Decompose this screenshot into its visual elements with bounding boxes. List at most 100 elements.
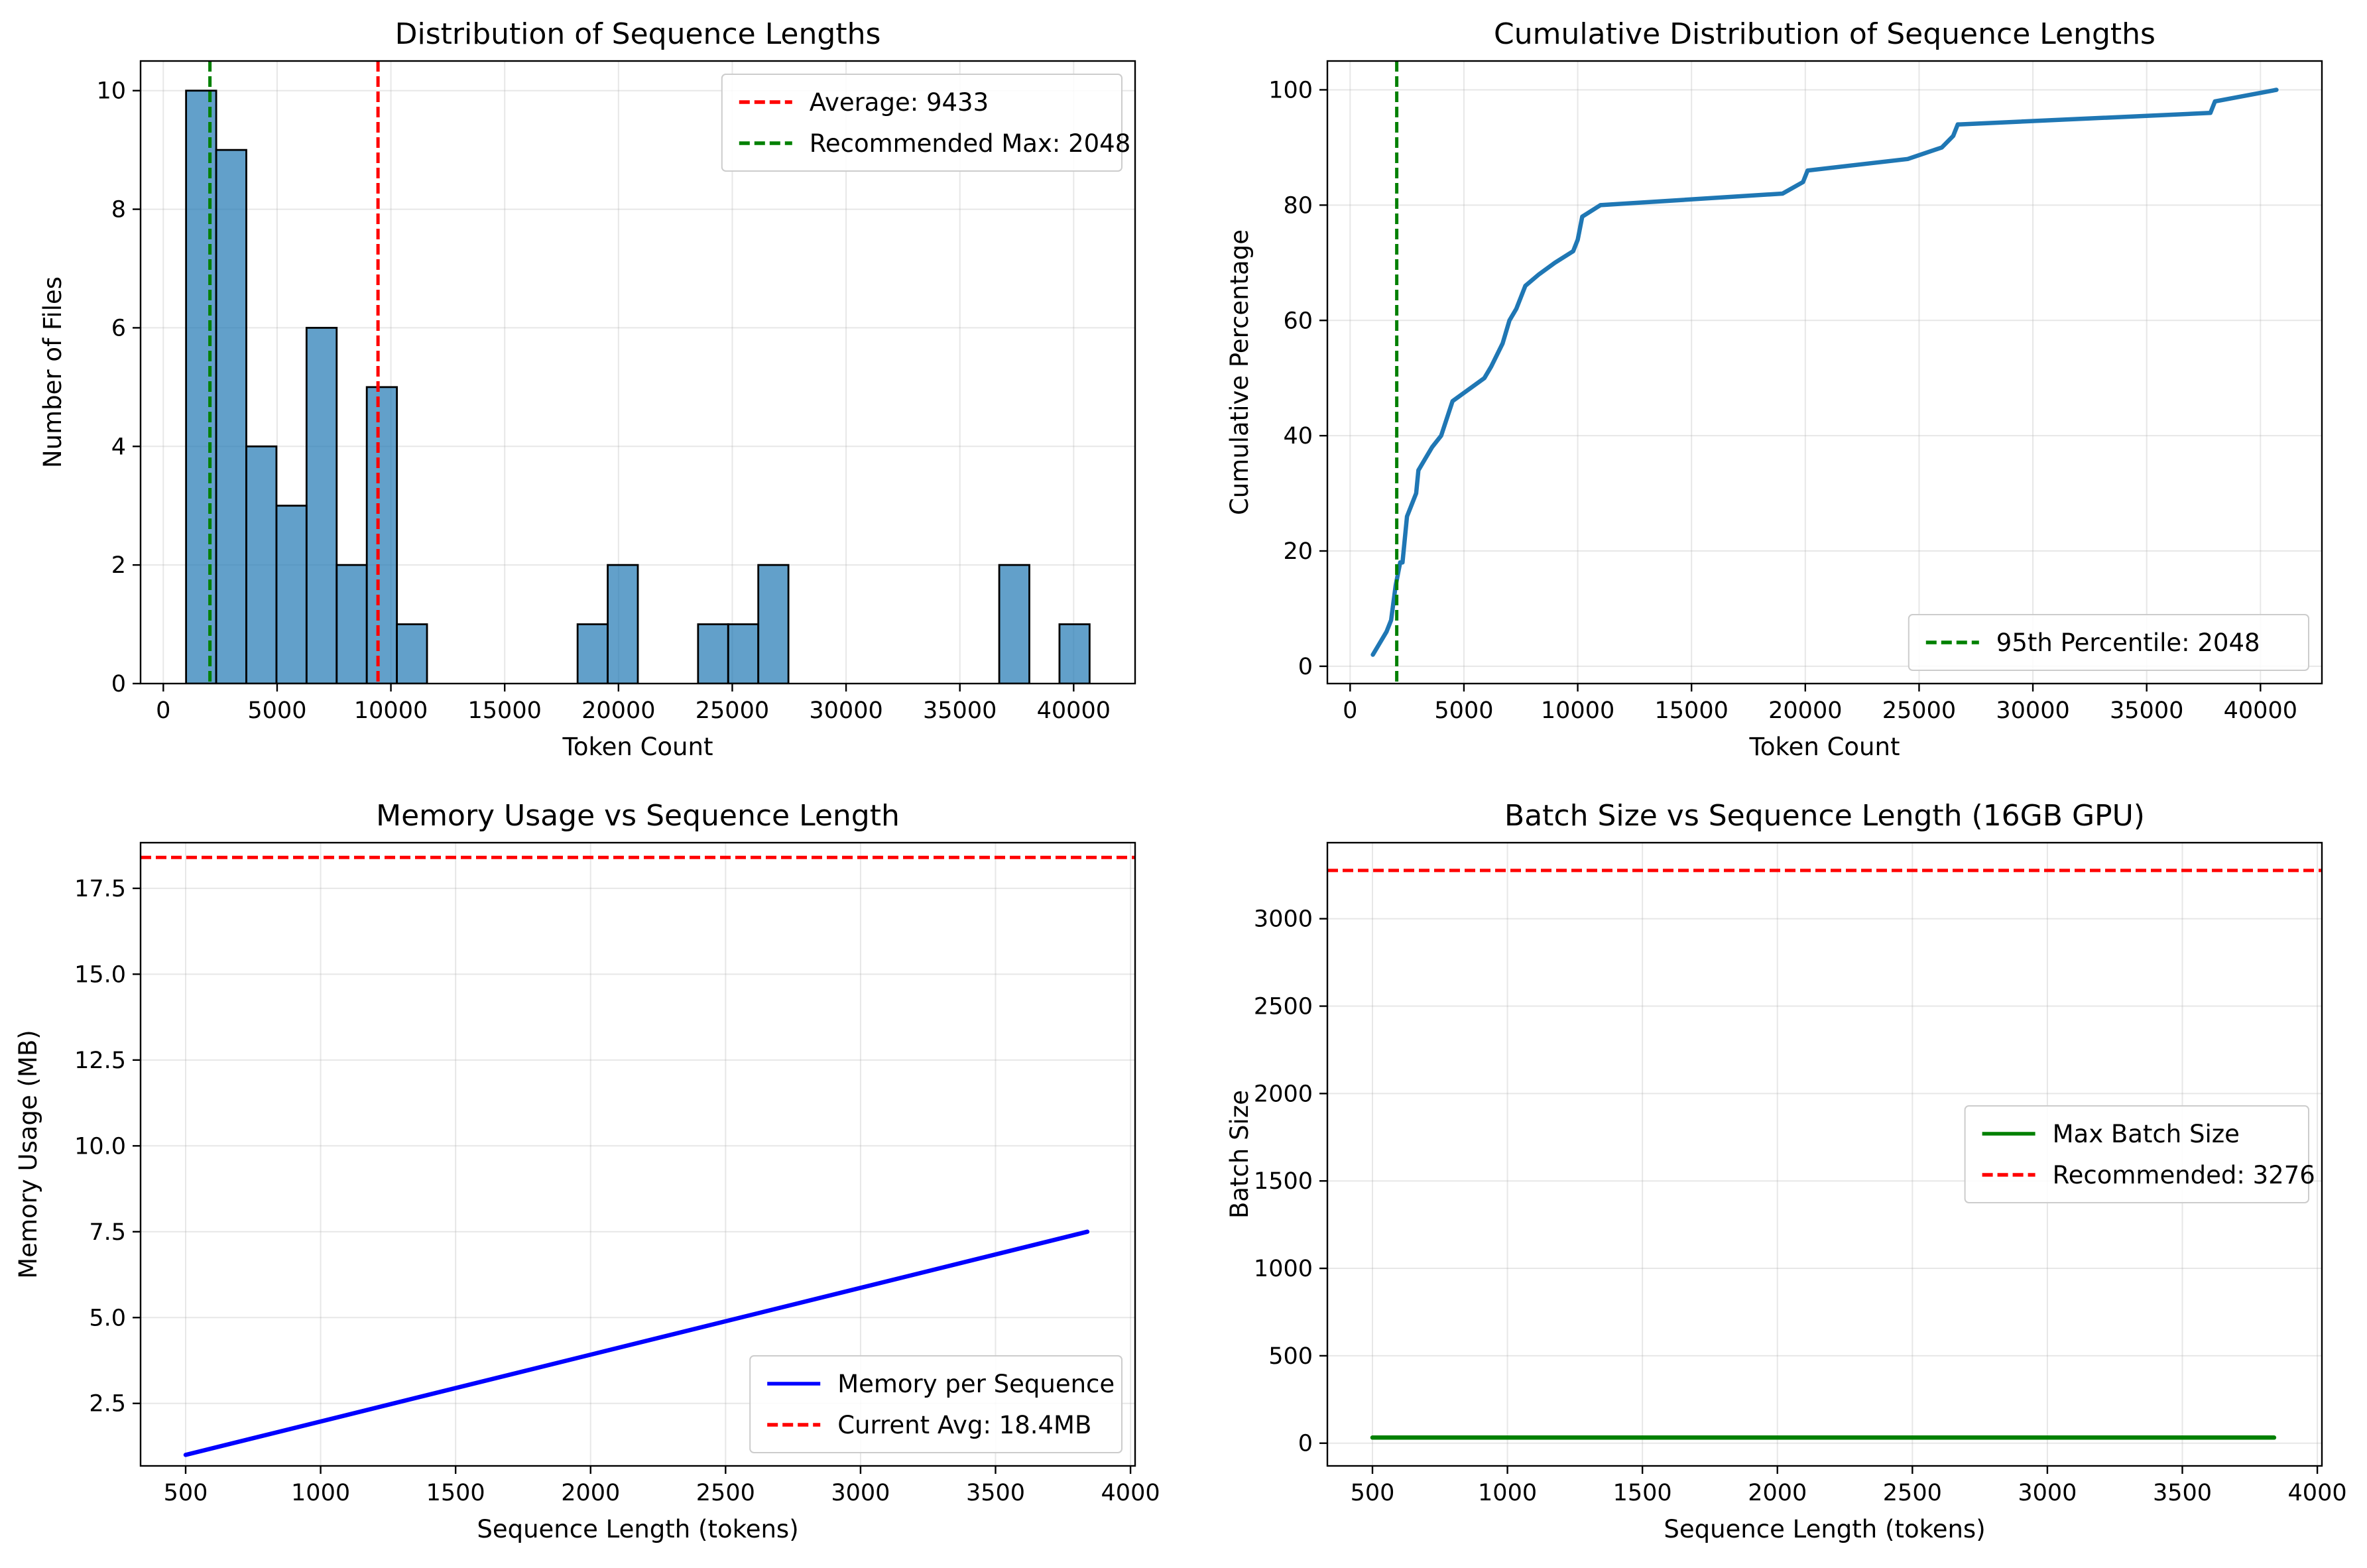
x-tick-label: 40000: [2224, 697, 2297, 724]
x-tick-label: 5000: [1434, 697, 1493, 724]
chart-title: Memory Usage vs Sequence Length: [376, 799, 900, 833]
chart-title: Cumulative Distribution of Sequence Leng…: [1494, 17, 2155, 51]
legend-label: 95th Percentile: 2048: [1996, 629, 2260, 657]
x-tick-label: 10000: [1541, 697, 1614, 724]
y-tick-label: 0: [1298, 654, 1313, 680]
legend-frame: [749, 1355, 1123, 1453]
y-tick-label: 2: [111, 552, 126, 579]
y-tick-label: 0: [111, 671, 126, 697]
axes-frame: [1326, 841, 2323, 1467]
y-tick-label: 2500: [1254, 994, 1313, 1020]
x-tick-label: 2000: [561, 1480, 620, 1506]
y-tick-label: 8: [111, 197, 126, 223]
plot-area: [185, 61, 1091, 684]
legend: Memory per Sequence Current Avg: 18.4MB: [749, 1355, 1123, 1453]
histogram-bar: [245, 445, 278, 684]
x-tick-label: 500: [1351, 1480, 1395, 1506]
y-tick-label: 1000: [1254, 1256, 1313, 1282]
y-tick-label: 100: [1268, 77, 1313, 103]
y-tick-label: 40: [1283, 423, 1313, 450]
y-axis-label: Number of Files: [38, 276, 67, 468]
histogram-bar: [305, 327, 338, 684]
batch-panel: 500 1000 1500 2000 2500 3000 3500 4000 0 500 1000 1…: [1225, 799, 2347, 1543]
x-tick-label: 0: [1343, 697, 1357, 724]
histogram-bar: [275, 505, 308, 684]
plot-area: [1370, 61, 2279, 684]
y-tick-label: 15.0: [74, 961, 126, 988]
y-tick-label: 80: [1283, 192, 1313, 219]
y-tick-label: 60: [1283, 308, 1313, 334]
x-axis-label: Sequence Length (tokens): [477, 1515, 798, 1543]
y-tick-label: 10: [96, 78, 126, 105]
x-tick-label: 35000: [923, 697, 997, 724]
x-tick-label: 15000: [1655, 697, 1729, 724]
x-tick-label: 10000: [354, 697, 428, 724]
legend-label: Max Batch Size: [2053, 1120, 2240, 1148]
histogram-bar: [1058, 623, 1091, 684]
y-axis-label: Cumulative Percentage: [1225, 229, 1254, 515]
y-tick-label: 5.0: [89, 1305, 126, 1331]
plot-area: [141, 855, 1135, 1457]
plot-area: [1327, 869, 2322, 1440]
x-tick-label: 30000: [809, 697, 882, 724]
x-tick-label: 35000: [2110, 697, 2183, 724]
x-tick-label: 1000: [291, 1480, 350, 1506]
y-tick-label: 7.5: [89, 1219, 126, 1246]
y-tick-label: 10.0: [74, 1133, 126, 1160]
x-tick-label: 20000: [581, 697, 655, 724]
x-tick-label: 3500: [2153, 1480, 2212, 1506]
x-tick-label: 0: [156, 697, 170, 724]
chart-title: Distribution of Sequence Lengths: [395, 17, 881, 51]
histogram-bar: [215, 149, 247, 684]
x-tick-label: 25000: [1882, 697, 1956, 724]
x-axis-label: Token Count: [562, 733, 713, 761]
y-tick-label: 0: [1298, 1431, 1313, 1457]
y-axis-label: Memory Usage (MB): [14, 1030, 42, 1278]
histogram-bar: [185, 90, 217, 684]
y-tick-label: 500: [1268, 1343, 1313, 1370]
legend-label: Memory per Sequence: [837, 1370, 1115, 1398]
x-tick-label: 1000: [1478, 1480, 1537, 1506]
legend-label: Average: 9433: [810, 88, 989, 117]
y-tick-label: 12.5: [74, 1048, 126, 1074]
legend: Max Batch Size Recommended: 3276: [1964, 1105, 2315, 1203]
histogram-bar: [335, 564, 368, 684]
y-tick-label: 6: [111, 315, 126, 341]
x-tick-label: 20000: [1768, 697, 1842, 724]
axes-frame: [139, 60, 1136, 685]
x-tick-label: 4000: [2288, 1480, 2347, 1506]
histogram-bar: [998, 564, 1030, 684]
y-tick-label: 4: [111, 434, 126, 460]
histogram-bar: [757, 564, 790, 684]
chart-title: Batch Size vs Sequence Length (16GB GPU): [1504, 799, 2145, 833]
cdf-panel: 0 5000 10000 15000 20000 25000 30000 35000 40000…: [1225, 17, 2323, 761]
x-axis-label: Token Count: [1749, 733, 1900, 761]
x-tick-label: 500: [164, 1480, 208, 1506]
x-tick-label: 40000: [1037, 697, 1111, 724]
x-axis-label: Sequence Length (tokens): [1664, 1515, 1985, 1543]
axes-frame: [1326, 60, 2323, 685]
histogram-bar: [607, 564, 639, 684]
x-tick-label: 25000: [696, 697, 769, 724]
x-tick-label: 3000: [831, 1480, 890, 1506]
series-line: [183, 1229, 1090, 1457]
y-tick-label: 20: [1283, 538, 1313, 565]
histogram-bar: [697, 623, 729, 684]
legend-label: Recommended: 3276: [2053, 1161, 2315, 1189]
legend-label: Recommended Max: 2048: [810, 129, 1130, 158]
legend-frame: [1908, 614, 2310, 671]
x-tick-label: 5000: [247, 697, 306, 724]
legend: Average: 9433 Recommended Max: 2048: [721, 74, 1130, 172]
legend-frame: [721, 74, 1123, 172]
histogram-bar: [365, 386, 398, 684]
x-tick-label: 1500: [1613, 1480, 1672, 1506]
x-tick-label: 3500: [966, 1480, 1025, 1506]
histogram-panel: 0 5000 10000 15000 20000 25000 30000 35000 40000…: [38, 17, 1136, 761]
y-tick-label: 2.5: [89, 1391, 126, 1417]
x-tick-label: 2500: [696, 1480, 755, 1506]
y-tick-label: 17.5: [74, 876, 126, 902]
legend-label: Current Avg: 18.4MB: [837, 1411, 1091, 1439]
x-tick-label: 30000: [1996, 697, 2069, 724]
x-tick-label: 1500: [426, 1480, 485, 1506]
